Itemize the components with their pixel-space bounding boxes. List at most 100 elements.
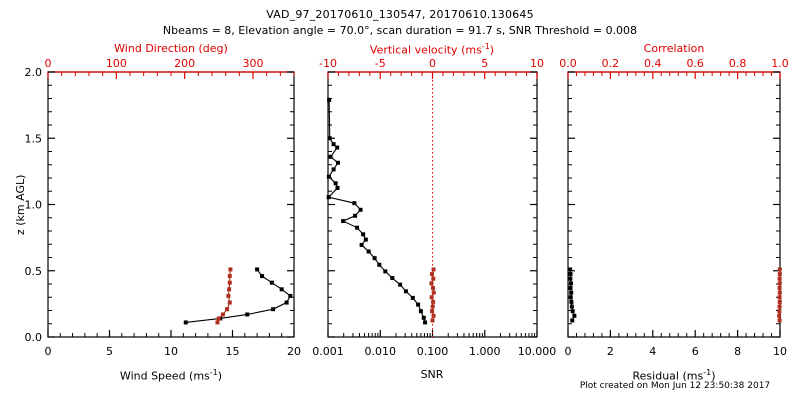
panel-wind-data-point	[216, 316, 221, 321]
panel-snr-data-point	[430, 309, 435, 314]
panel-residual-data-point	[568, 285, 573, 290]
panel-residual-top-tick-label: 0.4	[644, 57, 662, 70]
panel-snr-data-point	[429, 295, 434, 300]
panel-residual-bottom-tick-label: 0	[565, 345, 572, 358]
panel-snr-data-point	[431, 290, 436, 295]
panel-residual-frame	[567, 71, 781, 338]
panel-wind-data-point	[227, 274, 232, 279]
panel-snr-data-point	[359, 242, 364, 247]
panel-residual-data-point	[568, 281, 573, 286]
panel-wind-data-point	[279, 287, 284, 292]
panel-snr-data-point	[335, 160, 340, 165]
panel-snr-top-tick-label: 5	[481, 57, 488, 70]
panel-residual-data-point	[572, 313, 577, 318]
panel-residual-data-point	[777, 281, 782, 286]
panel-snr-data-point	[383, 269, 388, 274]
panel-wind-frame	[47, 71, 295, 338]
panel-wind-data-point	[245, 312, 250, 317]
panel-residual-data-point	[777, 290, 782, 295]
panel-snr-bottom-tick-label: 0.010	[365, 345, 397, 358]
panel-snr-data-point	[326, 174, 331, 179]
panel-snr-top-tick-label: -10	[319, 57, 337, 70]
panel-residual-bottom-tick-label: 8	[734, 345, 741, 358]
panel-snr-data-point	[390, 276, 395, 281]
figure-subtitle: Nbeams = 8, Elevation angle = 70.0°, sca…	[162, 24, 638, 37]
panel-wind-data-point	[269, 280, 274, 285]
panel-snr-data-point	[398, 282, 403, 287]
panel-wind-data-point	[227, 300, 232, 305]
panel-snr-top-axis-title: Vertical velocity (ms-1)	[370, 42, 494, 57]
panel-wind-top-tick-label: 100	[106, 57, 127, 70]
panel-wind-data-point	[227, 280, 232, 285]
panel-wind-data-point	[226, 293, 231, 298]
plot-credit: Plot created on Mon Jun 12 23:50:38 2017	[579, 381, 771, 391]
panel-snr-data-point	[431, 285, 436, 290]
panel-residual-bottom-axis-title-tail: )	[711, 369, 716, 383]
panel-wind-data-point	[183, 320, 188, 325]
panel-snr-data-point	[341, 219, 346, 224]
panel-residual-bottom-tick-label: 6	[692, 345, 699, 358]
panel-residual-data-point	[777, 304, 782, 309]
panel-residual-data-point	[777, 299, 782, 304]
panel-wind-data-point	[255, 267, 260, 272]
panel-snr-top-tick-label: -5	[375, 57, 386, 70]
panel-snr-data-point	[327, 136, 332, 141]
panel-snr-data-point	[355, 225, 360, 230]
panel-wind-data-point	[220, 312, 225, 317]
panel-snr-series-line	[327, 99, 426, 323]
panel-snr-top-axis-title-tail: )	[489, 43, 495, 57]
figure-title: VAD_97_20170610_130547, 20170610.130645	[266, 8, 534, 21]
panel-snr-top-tick-label: 0	[429, 57, 436, 70]
panel-residual-top-axis-title: Correlation	[643, 42, 705, 55]
panel-wind-bottom-tick-label: 0	[45, 345, 52, 358]
panel-residual-bottom-axis-title-sup: -1	[703, 368, 712, 377]
panel-wind-data-point	[284, 300, 289, 305]
panel-residual-data-point	[569, 304, 574, 309]
panel-snr-top-axis-title-text: Vertical velocity (ms	[369, 43, 482, 57]
panel-wind-data-point	[288, 293, 293, 298]
panel-residual-data-point	[570, 309, 575, 314]
panel-snr-data-point	[326, 195, 331, 200]
panel-snr-data-point	[353, 213, 358, 218]
panel-residual-data-point	[777, 276, 782, 281]
panel-snr-data-point	[431, 276, 436, 281]
panel-snr-data-point	[421, 315, 426, 320]
panel-snr-data-point	[366, 249, 371, 254]
panel-snr-data-point	[328, 154, 333, 159]
panel-wind-bottom-tick-label: 20	[287, 345, 301, 358]
panel-residual-top-tick-label: 0.6	[686, 57, 704, 70]
panel-snr-data-point	[335, 145, 340, 150]
panel-snr-data-point	[431, 267, 436, 272]
panel-wind-data-point	[215, 320, 220, 325]
panel-residual-data-point	[777, 285, 782, 290]
panel-residual-top-tick-label: 0.8	[729, 57, 747, 70]
panel-snr-data-point	[377, 262, 382, 267]
panel-wind-top-tick-label: 0	[45, 57, 52, 70]
panel-snr-bottom-tick-label: 0.001	[312, 345, 344, 358]
panel-snr-top-axis-title-sup: -1	[481, 42, 490, 51]
panel-residual-data-point	[570, 318, 575, 323]
panel-snr-top-tick-label: 10	[530, 57, 544, 70]
panel-wind-bottom-tick-label: 5	[106, 345, 113, 358]
panel-snr-data-point	[335, 185, 340, 190]
panel-wind-data-point	[228, 267, 233, 272]
panel-wind-top-tick-label: 300	[243, 57, 264, 70]
panel-residual-top-tick-label: 0.2	[602, 57, 620, 70]
panel-residual-data-point	[568, 276, 573, 281]
panel-wind-series-line	[185, 269, 292, 323]
panel-snr-data-point	[416, 302, 421, 307]
panel-residual-top-tick-label: 1.0	[771, 57, 789, 70]
y-axis-tick-label: 0.5	[25, 265, 43, 278]
panel-snr-data-point	[352, 201, 357, 206]
panel-residual-bottom-tick-label: 10	[773, 345, 787, 358]
panel-wind-bottom-axis-title-text: Wind Speed (ms	[119, 369, 210, 383]
panel-wind-data-point	[260, 274, 265, 279]
panel-residual-top-tick-label: 0.0	[559, 57, 577, 70]
panel-snr-bottom-tick-label: 10.000	[518, 345, 557, 358]
panel-snr-data-point	[363, 237, 368, 242]
panel-snr-data-point	[429, 272, 434, 277]
panel-snr-data-point	[403, 289, 408, 294]
panel-residual-data-point	[777, 272, 782, 277]
